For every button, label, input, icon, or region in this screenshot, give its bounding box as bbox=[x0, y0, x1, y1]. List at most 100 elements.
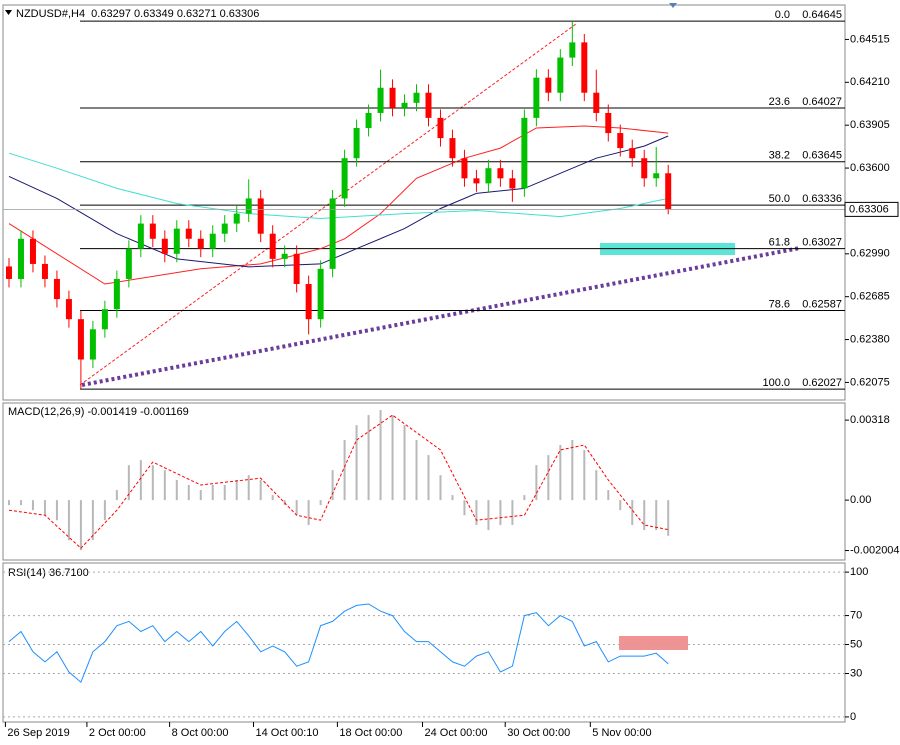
current-price-label: 0.63306 bbox=[849, 203, 889, 215]
rsi-title: RSI(14) 36.7100 bbox=[8, 567, 89, 579]
candle-body bbox=[77, 319, 84, 360]
y-tick-label: -0.002004 bbox=[850, 544, 900, 556]
macd-bar bbox=[643, 500, 646, 531]
rsi-line bbox=[8, 603, 669, 684]
macd-bar bbox=[511, 500, 514, 526]
fib-percent: 78.6 bbox=[769, 298, 790, 310]
x-tick-label: 8 Oct 00:00 bbox=[172, 727, 229, 739]
candle-body bbox=[557, 57, 564, 93]
candle-body bbox=[413, 92, 420, 103]
macd-bar bbox=[463, 500, 466, 516]
macd-bar bbox=[151, 465, 154, 501]
macd-bar bbox=[475, 500, 478, 526]
macd-bar bbox=[379, 410, 382, 501]
candle-body bbox=[629, 148, 636, 159]
candle-body bbox=[569, 42, 576, 58]
candle-body bbox=[281, 253, 288, 259]
macd-bar bbox=[55, 500, 58, 521]
macd-bar bbox=[139, 460, 142, 501]
candle-body bbox=[221, 223, 228, 234]
candle-body bbox=[533, 77, 540, 118]
candle-body bbox=[161, 238, 168, 254]
macd-bar bbox=[307, 500, 310, 526]
y-tick-label: 0.62685 bbox=[850, 291, 890, 303]
macd-bar bbox=[211, 485, 214, 501]
trend-line bbox=[81, 246, 801, 387]
fib-price: 0.63336 bbox=[802, 193, 842, 205]
macd-bar bbox=[451, 495, 454, 501]
candle-body bbox=[29, 238, 36, 264]
x-tick-label: 26 Sep 2019 bbox=[7, 727, 69, 739]
candle-body bbox=[425, 92, 432, 118]
macd-bar bbox=[271, 495, 274, 501]
candle-body bbox=[341, 158, 348, 199]
macd-bar bbox=[67, 500, 70, 541]
candle-body bbox=[293, 253, 300, 285]
candle-body bbox=[593, 92, 600, 113]
y-tick-label: 0.62380 bbox=[850, 333, 890, 345]
y-tick-label: 0.62990 bbox=[850, 248, 890, 260]
candle-body bbox=[509, 178, 516, 189]
candle-body bbox=[473, 178, 480, 184]
candle-body bbox=[461, 158, 468, 179]
macd-bar bbox=[367, 415, 370, 501]
fib-price: 0.64645 bbox=[802, 9, 842, 21]
candle-body bbox=[65, 299, 72, 320]
macd-bar bbox=[163, 470, 166, 501]
macd-bar bbox=[127, 465, 130, 501]
macd-bar bbox=[487, 500, 490, 531]
fib-percent: 61.8 bbox=[769, 237, 790, 249]
macd-bar bbox=[559, 445, 562, 501]
macd-bar bbox=[91, 500, 94, 541]
y-tick-label: 70 bbox=[850, 609, 862, 621]
macd-bar bbox=[439, 475, 442, 501]
rsi-panel bbox=[2, 562, 846, 723]
y-tick-label: 50 bbox=[850, 638, 862, 650]
chart-title: NZDUSD#,H4 0.63297 0.63349 0.63271 0.633… bbox=[16, 8, 259, 20]
candle-body bbox=[377, 87, 384, 113]
macd-bar bbox=[583, 450, 586, 501]
signal-line bbox=[8, 414, 669, 549]
macd-bar bbox=[115, 490, 118, 501]
candle-body bbox=[305, 284, 312, 320]
candle-body bbox=[329, 198, 336, 269]
candle-body bbox=[209, 233, 216, 249]
macd-bar bbox=[535, 465, 538, 501]
candle-body bbox=[653, 173, 660, 179]
candle-body bbox=[149, 223, 156, 239]
fib-percent: 50.0 bbox=[769, 193, 790, 205]
moving-average bbox=[8, 152, 669, 220]
macd-bar bbox=[223, 485, 226, 501]
macd-bar bbox=[571, 439, 574, 501]
candle-body bbox=[233, 213, 240, 224]
macd-bar bbox=[355, 425, 358, 501]
fib-percent: 0.0 bbox=[775, 9, 790, 21]
fib-percent: 23.6 bbox=[769, 96, 790, 108]
candle-body bbox=[269, 233, 276, 259]
macd-bar bbox=[199, 490, 202, 501]
macd-bar bbox=[247, 475, 250, 501]
macd-bar bbox=[187, 485, 190, 501]
macd-bar bbox=[235, 479, 238, 501]
fib-price: 0.62027 bbox=[802, 377, 842, 389]
current-price-box bbox=[844, 201, 899, 217]
macd-bar bbox=[319, 500, 322, 506]
macd-bar bbox=[31, 500, 34, 511]
candle-body bbox=[353, 127, 360, 159]
x-tick-label: 5 Nov 00:00 bbox=[592, 727, 651, 739]
macd-bar bbox=[19, 500, 22, 506]
candle-body bbox=[173, 228, 180, 254]
candle-body bbox=[497, 168, 504, 179]
menu-arrow[interactable] bbox=[5, 10, 12, 15]
y-tick-label: 100 bbox=[850, 566, 868, 578]
macd-bar bbox=[655, 500, 658, 531]
macd-bar bbox=[415, 439, 418, 501]
fib-base-line bbox=[79, 23, 577, 386]
candle-body bbox=[605, 112, 612, 134]
macd-panel bbox=[2, 402, 846, 561]
macd-bar bbox=[175, 479, 178, 501]
fib-percent: 100.0 bbox=[762, 377, 790, 389]
candle-body bbox=[641, 158, 648, 179]
